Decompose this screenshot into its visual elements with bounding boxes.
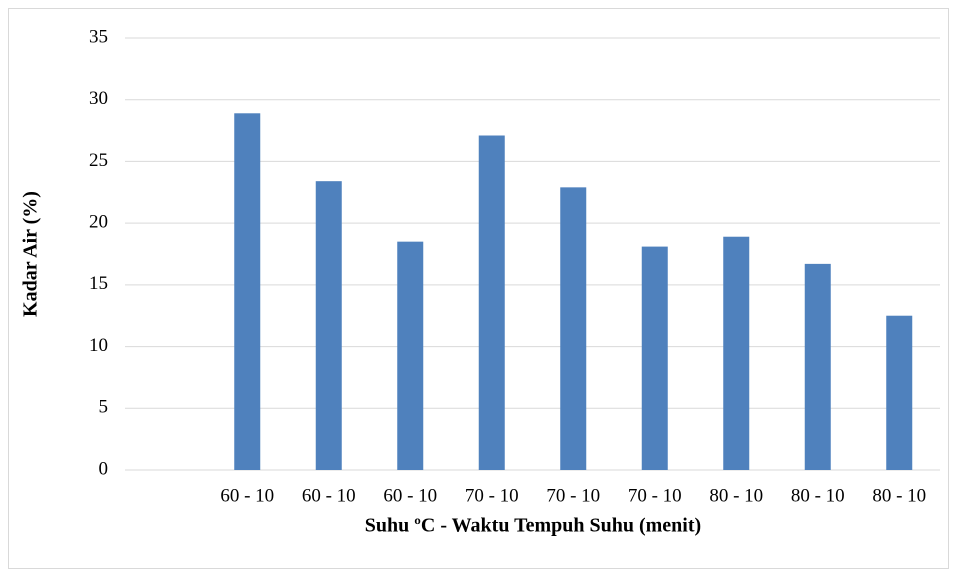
y-tick-label: 20 xyxy=(89,212,108,233)
x-tick-label: 60 - 10 xyxy=(220,485,274,506)
bar xyxy=(234,113,261,470)
x-tick-label: 70 - 10 xyxy=(628,485,682,506)
x-tick-label: 80 - 10 xyxy=(872,485,926,506)
bar xyxy=(560,187,587,470)
y-tick-label: 0 xyxy=(99,458,109,479)
x-tick-label: 80 - 10 xyxy=(709,485,763,506)
y-tick-label: 15 xyxy=(89,273,108,294)
bar xyxy=(478,135,505,470)
x-tick-label: 70 - 10 xyxy=(546,485,600,506)
y-tick-label: 10 xyxy=(89,335,108,356)
bar xyxy=(723,236,750,470)
x-tick-label: 60 - 10 xyxy=(383,485,437,506)
y-tick-label: 5 xyxy=(99,397,109,418)
y-tick-label: 30 xyxy=(89,88,108,109)
bar xyxy=(641,246,668,470)
x-axis-title: Suhu ºC - Waktu Tempuh Suhu (menit) xyxy=(365,515,701,537)
bar xyxy=(804,263,831,470)
x-tick-label: 60 - 10 xyxy=(302,485,356,506)
chart-border xyxy=(8,8,949,569)
bar xyxy=(397,241,424,470)
bar xyxy=(886,315,913,470)
y-tick-label: 35 xyxy=(89,26,108,47)
x-tick-label: 70 - 10 xyxy=(465,485,519,506)
bar xyxy=(315,181,342,471)
y-tick-label: 25 xyxy=(89,150,108,171)
x-tick-label: 80 - 10 xyxy=(791,485,845,506)
y-axis-title: Kadar Air (%) xyxy=(20,191,42,317)
